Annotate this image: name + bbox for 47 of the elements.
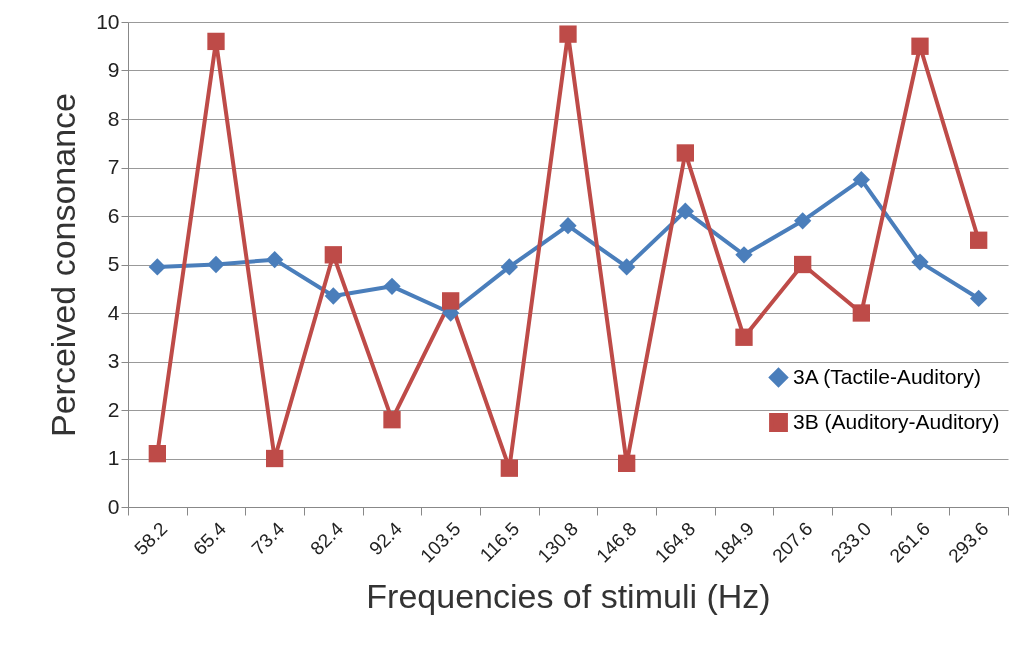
point xyxy=(500,459,518,477)
point xyxy=(852,170,870,189)
y-tick-label: 2 xyxy=(107,397,120,421)
point xyxy=(618,454,636,473)
point xyxy=(559,217,577,235)
point xyxy=(559,25,577,43)
point xyxy=(676,144,694,162)
point xyxy=(794,212,812,230)
point xyxy=(383,411,401,429)
y-tick-label: 9 xyxy=(107,58,120,81)
point xyxy=(148,444,166,463)
point xyxy=(618,258,636,276)
point xyxy=(970,231,988,249)
legend-label: 3B (Auditory-Auditory) xyxy=(793,409,1000,433)
point xyxy=(324,287,342,305)
y-tick-label: 6 xyxy=(107,203,120,227)
point xyxy=(148,258,166,276)
point xyxy=(266,250,284,269)
y-tick-label: 4 xyxy=(107,300,120,324)
y-tick-label: 0 xyxy=(107,494,120,518)
point xyxy=(911,37,929,55)
y-tick-label: 3 xyxy=(107,349,120,372)
point xyxy=(794,255,812,274)
point xyxy=(735,246,753,264)
point xyxy=(383,277,401,295)
point xyxy=(852,304,870,322)
legend-label: 3A (Tactile-Auditory) xyxy=(793,364,981,388)
point xyxy=(266,449,284,468)
y-axis-title: Perceived consonance xyxy=(44,92,83,438)
y-tick-label: 1 xyxy=(107,446,120,469)
y-tick-label: 7 xyxy=(107,155,120,178)
x-tick-label: 65.4 xyxy=(188,517,231,560)
point xyxy=(911,253,929,271)
y-tick-label: 10 xyxy=(96,9,120,33)
y-tick-label: 8 xyxy=(107,106,120,130)
point xyxy=(676,202,694,220)
x-tick-label: 58.2 xyxy=(130,518,172,560)
point xyxy=(442,292,460,310)
point xyxy=(970,289,988,308)
point xyxy=(207,255,225,274)
x-axis-title: Frequencies of stimuli (Hz) xyxy=(366,576,771,615)
point xyxy=(207,32,225,51)
point xyxy=(324,246,342,264)
y-tick-label: 5 xyxy=(107,252,120,275)
x-tick-label: 73.4 xyxy=(247,517,289,560)
point xyxy=(735,328,753,346)
point xyxy=(500,258,518,276)
